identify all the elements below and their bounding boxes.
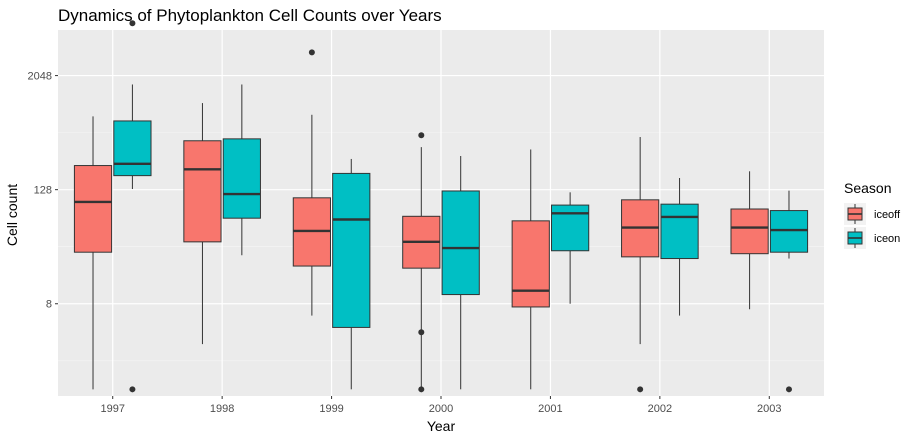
y-tick-label: 128	[34, 185, 52, 197]
box-body	[730, 208, 769, 255]
box-body	[660, 203, 699, 260]
box-body	[113, 120, 152, 177]
outlier-point	[418, 386, 425, 393]
box-iceoff-1997	[73, 116, 113, 390]
legend-label-iceoff: iceoff	[874, 209, 901, 221]
box-iceon-1997	[113, 20, 152, 393]
grid-lines	[58, 30, 824, 396]
box-body	[441, 190, 480, 296]
outlier-point	[129, 20, 136, 27]
outlier-point	[418, 329, 425, 336]
x-tick-label: 1998	[210, 403, 234, 415]
legend-key-iceoff	[844, 203, 866, 225]
outlier-point	[308, 49, 315, 56]
x-tick-label: 2003	[757, 403, 781, 415]
y-tick-label: 2048	[28, 71, 52, 83]
x-tick-label: 2002	[648, 403, 672, 415]
box-series	[73, 20, 809, 393]
x-tick-label: 2001	[538, 403, 562, 415]
legend-key-iceon	[844, 227, 866, 249]
x-axis: 1997 1998 1999 2000 2001 2002 2003	[100, 396, 782, 415]
box-body	[183, 140, 222, 243]
box-body	[511, 220, 550, 308]
box-iceon-2001	[551, 192, 590, 304]
box-body	[551, 204, 590, 252]
box-body	[222, 138, 261, 219]
legend: Season iceoff iceon	[844, 180, 901, 249]
box-iceon-2003	[769, 190, 809, 393]
y-axis-title: Cell count	[4, 184, 20, 246]
legend-title: Season	[844, 180, 891, 196]
box-body	[332, 172, 371, 328]
box-iceoff-2003	[730, 171, 769, 310]
box-iceon-1998	[222, 84, 261, 256]
box-body	[73, 165, 113, 253]
x-tick-label: 2000	[429, 403, 453, 415]
x-axis-title: Year	[427, 418, 456, 434]
y-tick-label: 8	[46, 299, 52, 311]
box-body	[769, 210, 809, 253]
chart-title: Dynamics of Phytoplankton Cell Counts ov…	[58, 6, 442, 25]
y-axis: 8 128 2048	[28, 71, 58, 311]
box-iceoff-2000	[402, 132, 441, 393]
box-iceon-2000	[441, 156, 480, 390]
outlier-point	[129, 386, 136, 393]
box-iceoff-1999	[292, 49, 331, 316]
box-iceon-1999	[332, 158, 371, 390]
legend-label-iceon: iceon	[874, 233, 900, 245]
x-tick-label: 1999	[319, 403, 343, 415]
box-iceoff-2002	[621, 137, 660, 393]
outlier-point	[418, 132, 425, 139]
box-iceoff-2001	[511, 149, 550, 390]
outlier-point	[785, 386, 792, 393]
box-iceoff-1998	[183, 103, 222, 345]
box-iceon-2002	[660, 177, 699, 316]
outlier-point	[637, 386, 644, 393]
x-tick-label: 1997	[100, 403, 124, 415]
